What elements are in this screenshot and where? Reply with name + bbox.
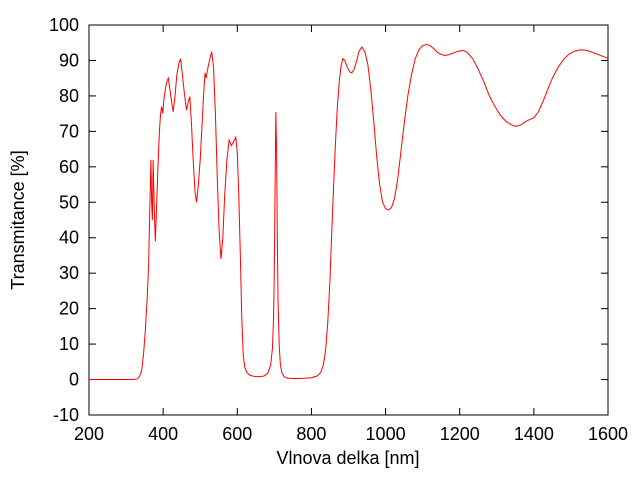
y-tick-label: 30 [59,263,79,283]
tick-labels: 200 400 600 800 1000 1200 1400 1600 -10 0 10 20 30 40… [49,15,628,444]
x-axis-title: Vlnova delka [nm] [276,448,419,468]
axis-ticks [88,24,609,416]
x-tick-label: 400 [148,424,178,444]
x-tick-label: 200 [74,424,104,444]
y-tick-label: 80 [59,86,79,106]
y-tick-label: 90 [59,50,79,70]
y-tick-label: 70 [59,121,79,141]
y-tick-label: 100 [49,15,79,35]
y-tick-label: 60 [59,157,79,177]
y-axis-title: Transmitance [%] [8,150,28,289]
x-tick-label: 1200 [440,424,480,444]
x-tick-label: 600 [222,424,252,444]
x-tick-label: 1600 [588,424,628,444]
spectrum-line [89,43,609,381]
y-tick-label: 0 [69,370,79,390]
x-tick-label: 1400 [514,424,554,444]
plot-border [88,24,609,416]
y-tick-label: -10 [53,405,79,425]
y-tick-label: 10 [59,334,79,354]
x-tick-label: 800 [296,424,326,444]
y-tick-label: 20 [59,299,79,319]
y-tick-label: 40 [59,228,79,248]
x-tick-label: 1000 [366,424,406,444]
series-group [89,43,609,381]
y-tick-label: 50 [59,192,79,212]
